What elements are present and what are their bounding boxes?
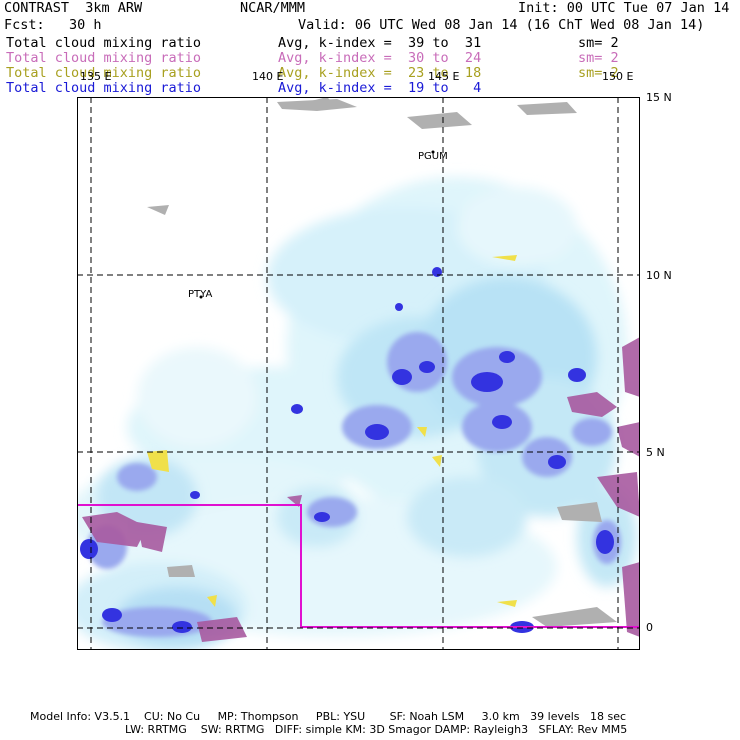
station-markers — [199, 150, 435, 299]
field-avg-1: Avg, k-index = 39 to 31 — [278, 35, 482, 51]
low-level-cloud — [147, 255, 517, 607]
lat-label-15n: 15 N — [646, 91, 672, 104]
field-name-4: Total cloud mixing ratio — [6, 80, 202, 96]
map-frame — [77, 97, 640, 650]
lat-label-10n: 10 N — [646, 269, 672, 282]
field-name-3: Total cloud mixing ratio — [6, 65, 202, 81]
valid-time: Valid: 06 UTC Wed 08 Jan 14 (16 ChT Wed … — [298, 17, 705, 33]
lat-label-5n: 5 N — [646, 446, 665, 459]
field-sm-1: sm= 2 — [578, 35, 619, 51]
field-name-1: Total cloud mixing ratio — [6, 35, 202, 51]
model-title: CONTRAST 3km ARW — [4, 0, 143, 16]
lon-label-135e: 135 E — [80, 70, 112, 83]
high-level-cloud — [147, 97, 617, 627]
organization: NCAR/MMM — [240, 0, 306, 16]
cloud-map — [77, 97, 640, 650]
model-info-line-1: Model Info: V3.5.1 CU: No Cu MP: Thompso… — [30, 710, 627, 723]
lat-lon-grid — [77, 97, 640, 650]
pgum-marker — [431, 150, 435, 154]
field-sm-2: sm= 2 — [578, 50, 619, 66]
lon-label-145e: 145 E — [428, 70, 460, 83]
field-avg-2: Avg, k-index = 30 to 24 — [278, 50, 482, 66]
field-name-2: Total cloud mixing ratio — [6, 50, 202, 66]
station-label-ptya: PTYA — [188, 289, 213, 300]
forecast-hour: Fcst: 30 h — [4, 17, 102, 33]
mid-level-cloud — [82, 337, 640, 642]
deep-convection-cores — [80, 267, 614, 633]
field-avg-3: Avg, k-index = 23 to 18 — [278, 65, 482, 81]
field-sm-3: sm= 2 — [578, 65, 619, 81]
ptya-marker — [199, 295, 203, 299]
analysis-region-outline — [77, 504, 640, 628]
model-info-line-2: LW: RRTMG SW: RRTMG DIFF: simple KM: 3D … — [125, 723, 628, 736]
field-avg-4: Avg, k-index = 19 to 4 — [278, 80, 482, 96]
lat-label-0: 0 — [646, 621, 653, 634]
init-time: Init: 00 UTC Tue 07 Jan 14 — [518, 0, 730, 16]
station-label-pgum: PGUM — [418, 151, 448, 162]
lon-label-150e: 150 E — [602, 70, 634, 83]
lon-label-140e: 140 E — [252, 70, 284, 83]
